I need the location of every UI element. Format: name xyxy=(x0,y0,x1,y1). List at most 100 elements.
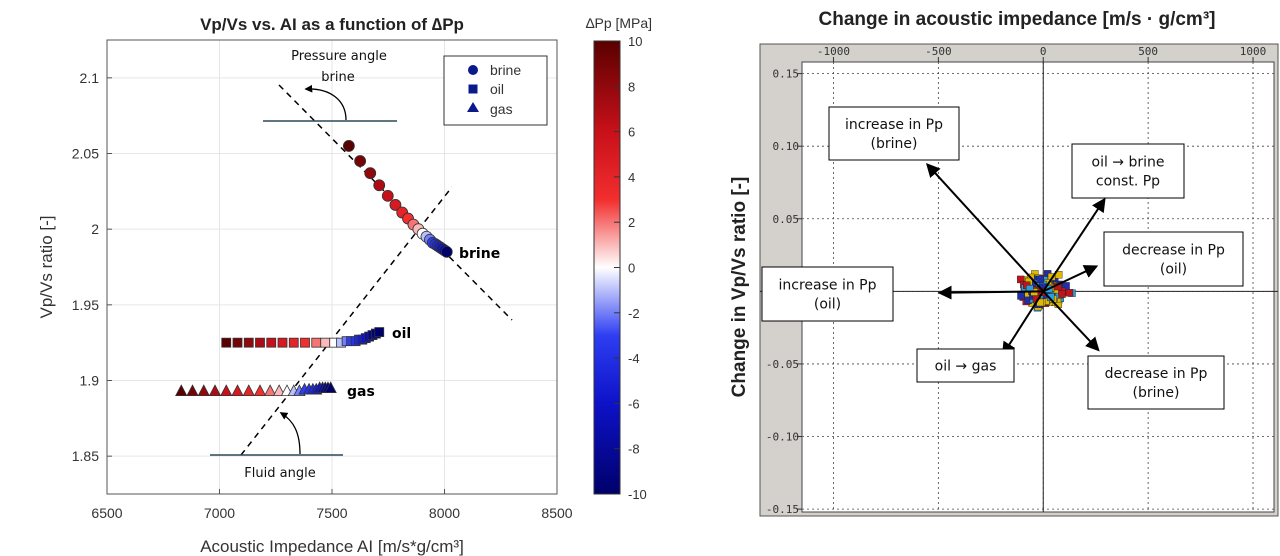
brine-label: brine xyxy=(459,246,500,262)
annotation-box-text: const. Pp xyxy=(1096,174,1160,190)
fluid-angle-arc xyxy=(279,412,301,455)
annotation-box: decrease in Pp (oil) xyxy=(1103,231,1244,287)
legend-brine-marker xyxy=(468,65,478,75)
right-arrow xyxy=(925,162,1044,293)
right-point xyxy=(1062,282,1070,290)
gas-point xyxy=(186,384,199,396)
right-y-tick-label: 0.05 xyxy=(773,213,800,226)
right-y-tick-label: -0.05 xyxy=(766,358,799,371)
colorbar-tick-label: 0 xyxy=(628,261,635,276)
left-chart-title: Vp/Vs vs. AI as a function of ∆Pp xyxy=(200,15,464,34)
right-arrow xyxy=(937,285,1044,300)
legend-brine-label: brine xyxy=(490,62,521,78)
annotation-box: increase in Pp (brine) xyxy=(828,106,960,161)
brine-point xyxy=(342,140,355,152)
gas-point xyxy=(242,384,255,396)
annotation-box: oil → brine const. Pp xyxy=(1071,143,1185,199)
left-y-tick-label: 2 xyxy=(91,221,99,237)
oil-point xyxy=(374,327,385,337)
colorbar-tick-label: -2 xyxy=(628,306,640,321)
annotation-box-text: (oil) xyxy=(1160,262,1187,278)
gas-point xyxy=(253,384,267,396)
right-x-tick-label: 0 xyxy=(1040,45,1047,58)
annotation-box-text: decrease in Pp xyxy=(1105,366,1208,382)
oil-point xyxy=(243,337,254,348)
colorbar-label: ∆Pp [MPa] xyxy=(586,15,652,31)
left-y-tick-label: 1.95 xyxy=(72,297,99,313)
brine-point xyxy=(373,179,386,192)
left-y-tick-label: 1.9 xyxy=(80,373,100,389)
right-x-ticks: -1000 -500 0 500 1000 xyxy=(817,45,1266,62)
colorbar-tick-label: 6 xyxy=(628,125,635,140)
legend-box xyxy=(443,55,548,126)
right-x-tick-label: 500 xyxy=(1138,45,1158,58)
left-x-tick-label: 6500 xyxy=(91,505,122,521)
legend-gas-marker xyxy=(467,102,479,112)
right-y-axis-label: Change in Vp/Vs ratio [-] xyxy=(729,177,750,398)
oil-point xyxy=(320,337,331,348)
right-chart: Change in acoustic impedance [m/s · g/cm… xyxy=(729,9,1279,517)
right-arrow xyxy=(1042,265,1099,293)
gas-point xyxy=(208,384,222,396)
left-x-tick-label: 8500 xyxy=(541,505,572,521)
right-y-ticks: 0.15 0.10 0.05 -0.05 -0.10 -0.15 xyxy=(766,68,802,516)
annotation-box-frame xyxy=(916,348,1015,383)
annotation-box-frame xyxy=(761,266,894,322)
left-y-tick-label: 2.1 xyxy=(80,70,100,86)
annotation-box: increase in Pp (oil) xyxy=(761,266,894,322)
oil-point xyxy=(266,337,277,348)
annotation-box-text: (oil) xyxy=(814,297,841,313)
colorbar-tick-label: 2 xyxy=(628,215,635,230)
colorbar: ∆Pp [MPa] 10 8 6 4 2 0 -2 -4 -6 -8 -10 xyxy=(586,15,652,502)
left-y-ticks: 1.85 1.9 1.95 2 2.05 2.1 xyxy=(72,70,112,464)
right-point xyxy=(1065,289,1074,297)
brine-point xyxy=(354,155,367,167)
right-chart-title: Change in acoustic impedance [m/s · g/cm… xyxy=(819,9,1216,30)
pressure-angle-arc xyxy=(304,84,347,121)
legend-oil-label: oil xyxy=(490,81,504,97)
legend-oil-marker xyxy=(468,84,478,94)
gas-label: gas xyxy=(347,384,375,400)
pressure-angle-label: Pressure angle xyxy=(291,49,387,64)
brine-point xyxy=(389,199,402,211)
left-chart: Vp/Vs vs. AI as a function of ∆Pp 6500 70… xyxy=(37,15,652,556)
left-y-axis-label: Vp/Vs ratio [-] xyxy=(37,216,56,319)
gas-point xyxy=(272,384,286,396)
left-y-tick-label: 1.85 xyxy=(72,448,99,464)
oil-point xyxy=(277,337,288,348)
right-arrow xyxy=(1001,290,1045,357)
left-x-axis-label: Acoustic Impedance AI [m/s*g/cm³] xyxy=(200,537,464,556)
left-x-tick-label: 7000 xyxy=(204,505,235,521)
right-x-tick-label: -500 xyxy=(925,45,952,58)
colorbar-ticks: 10 8 6 4 2 0 -2 -4 -6 -8 -10 xyxy=(614,34,647,502)
gas-point xyxy=(263,384,277,396)
oil-point xyxy=(255,337,265,348)
annotation-box-frame xyxy=(828,106,960,161)
gas-point xyxy=(220,384,233,396)
right-y-tick-label: -0.15 xyxy=(766,503,799,516)
annotation-box: decrease in Pp (brine) xyxy=(1087,355,1225,410)
left-x-tick-label: 8000 xyxy=(429,505,460,521)
pressure-angle-fluid-label: brine xyxy=(321,70,354,85)
left-data-points xyxy=(175,140,453,396)
oil-point xyxy=(311,337,322,348)
colorbar-tick-label: 8 xyxy=(628,79,635,94)
oil-point xyxy=(300,337,310,348)
annotation-box-text: (brine) xyxy=(1133,385,1180,401)
oil-label: oil xyxy=(392,326,411,342)
annotation-box-text: oil → brine xyxy=(1092,155,1165,171)
right-x-tick-label: 1000 xyxy=(1240,45,1267,58)
legend-gas-label: gas xyxy=(490,101,513,117)
colorbar-tick-label: -6 xyxy=(628,396,640,411)
annotation-box-frame xyxy=(1087,355,1225,410)
right-arrow xyxy=(1042,290,1100,352)
right-point xyxy=(1058,290,1066,298)
right-point xyxy=(1017,292,1025,300)
oil-point xyxy=(288,337,299,348)
annotation-box: oil → gas xyxy=(916,348,1015,383)
fluid-angle-label: Fluid angle xyxy=(244,466,315,481)
right-point xyxy=(1036,275,1044,283)
oil-point xyxy=(232,337,243,348)
right-y-tick-label: 0.10 xyxy=(773,140,800,153)
